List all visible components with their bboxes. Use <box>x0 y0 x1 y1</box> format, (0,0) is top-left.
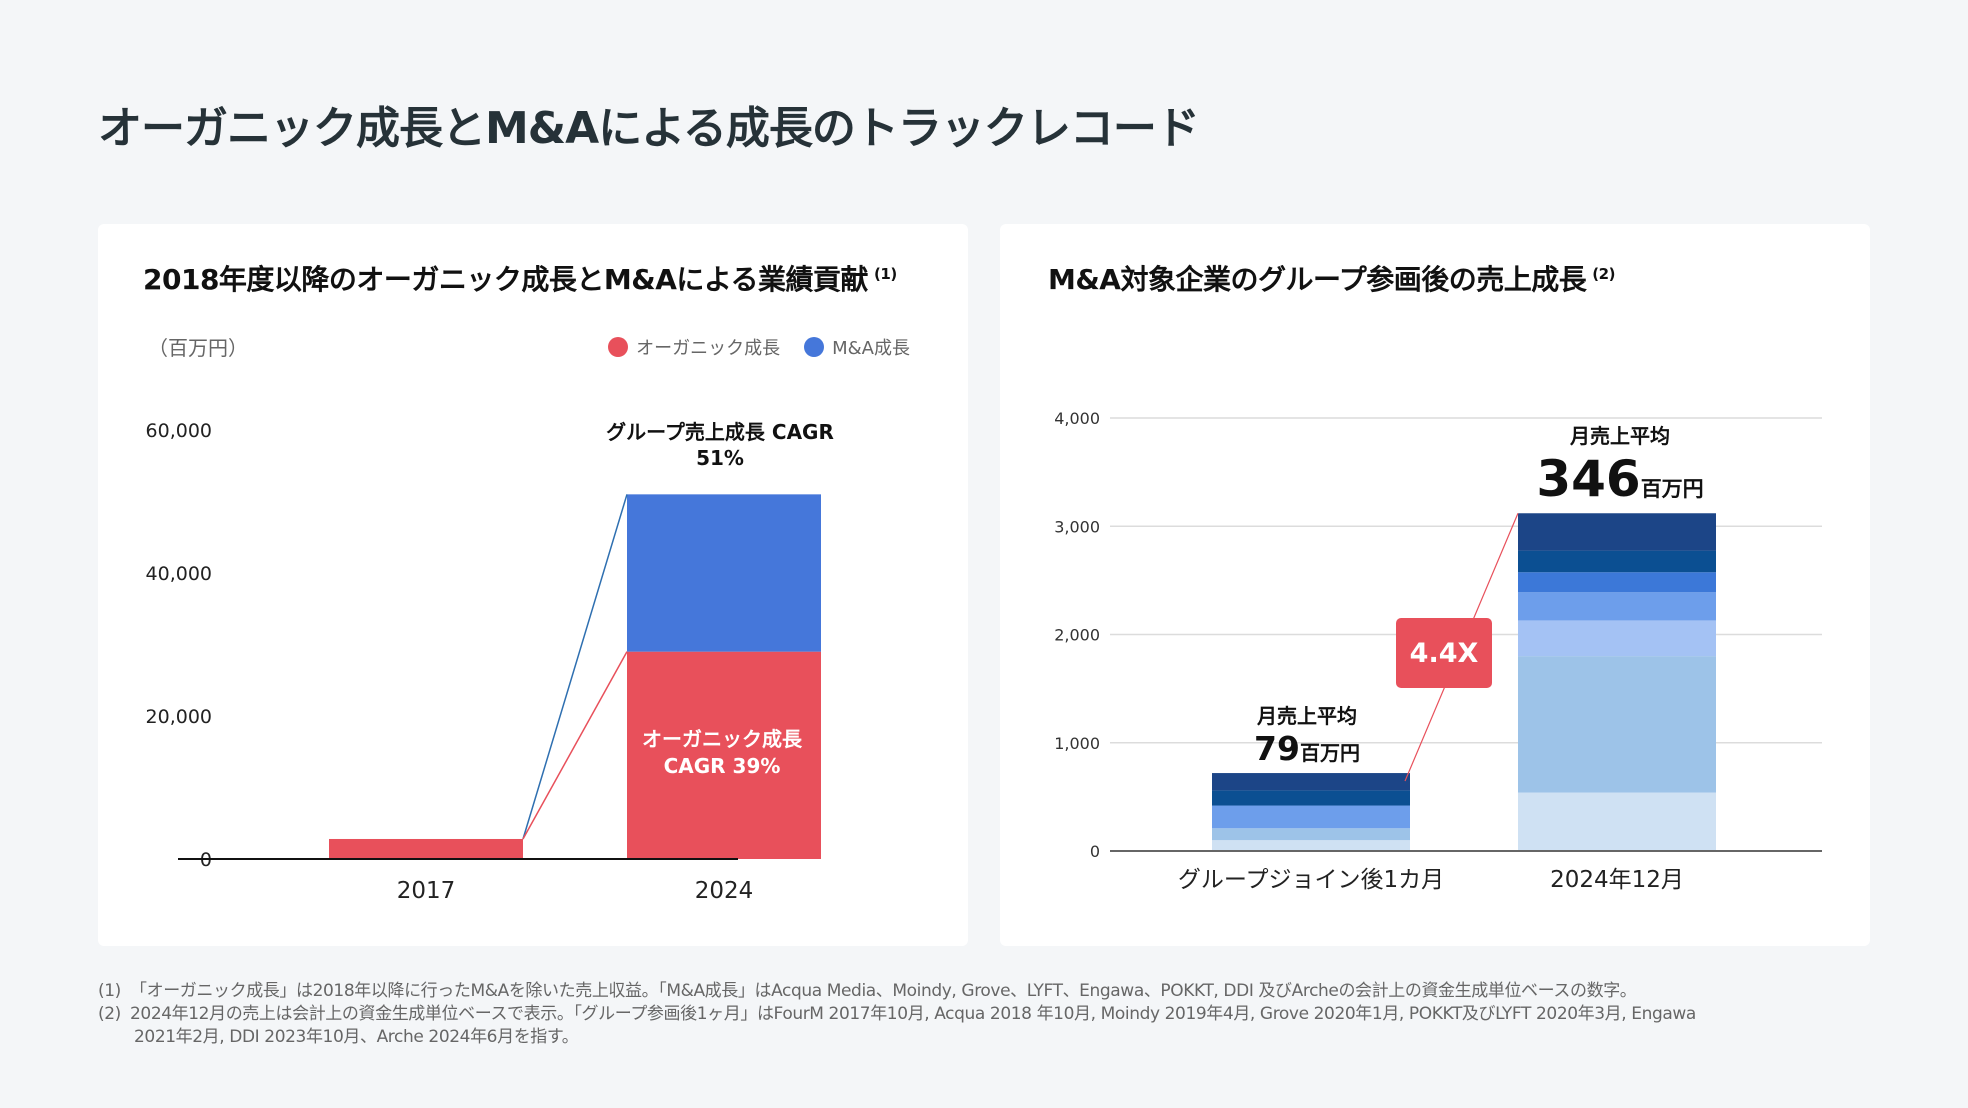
x-tick-label: 2024 <box>695 878 754 904</box>
legend-item-ma: M&A成長 <box>804 334 910 360</box>
bar-segment-layer-4 <box>1212 805 1410 829</box>
footnote-2: (2) 2024年12月の売上は会計上の資金生成単位ベースで表示。「グループ参画… <box>98 1003 1888 1026</box>
bar2-avg-label: 月売上平均 <box>1569 424 1670 448</box>
footnote-1: (1) 「オーガニック成長」は2018年以降に行ったM&Aを除いた売上収益。「M… <box>98 980 1888 1003</box>
bar-segment-layer-6 <box>1212 790 1410 806</box>
organic-cagr-value: CAGR 39% <box>664 754 781 778</box>
y-tick-label: 3,000 <box>1054 517 1100 536</box>
x-tick-label: グループジョイン後1カ月 <box>1178 867 1444 893</box>
organic-ma-card: 2018年度以降のオーガニック成長とM&Aによる業績貢献 (1) （百万円） オー… <box>98 224 968 946</box>
footnotes: (1) 「オーガニック成長」は2018年以降に行ったM&Aを除いた売上収益。「M… <box>98 980 1888 1049</box>
bar-organic-2024 <box>627 651 821 859</box>
bar1-value-unit: 百万円 <box>1300 741 1360 765</box>
unit-label: （百万円） <box>148 336 248 360</box>
bar1-avg-label: 月売上平均 <box>1256 704 1357 728</box>
bar2-value-unit: 百万円 <box>1641 477 1704 501</box>
bar-segment-layer-1 <box>1212 840 1410 851</box>
connector-organic-line <box>522 651 628 840</box>
bar-segment-layer-7 <box>1212 773 1410 791</box>
bar-organic-2017 <box>329 838 523 859</box>
y-tick-label: 40,000 <box>146 563 212 585</box>
bar-segment-layer-6 <box>1518 550 1716 573</box>
legend-label-organic: オーガニック成長 <box>636 338 781 359</box>
bar-segment-layer-5 <box>1518 572 1716 593</box>
footnote-1-num: (1) <box>98 981 121 1001</box>
chart-legend: オーガニック成長 M&A成長 <box>608 334 910 360</box>
x-tick-label: 2024年12月 <box>1550 867 1684 893</box>
growth-multiple-badge <box>1396 618 1492 688</box>
right-card-title-text: M&A対象企業のグループ参画後の売上成長 <box>1048 263 1587 296</box>
legend-dot-ma <box>804 337 825 357</box>
legend-item-organic: オーガニック成長 <box>608 334 780 360</box>
bar-segment-layer-7 <box>1518 513 1716 551</box>
x-tick-label: 2017 <box>397 878 456 904</box>
legend-dot-organic <box>608 337 629 357</box>
y-tick-label: 20,000 <box>146 706 212 728</box>
bar-segment-layer-1 <box>1518 792 1716 851</box>
footnote-2-num: (2) <box>98 1004 121 1024</box>
page-title: オーガニック成長とM&Aによる成長のトラックレコード <box>98 103 1200 154</box>
y-tick-label: 1,000 <box>1054 734 1100 753</box>
ma-revenue-bar-chart: 0 1,000 2,000 3,000 4,000 グループジョイン後1カ月 2024年12… <box>1054 409 1822 893</box>
organic-cagr-label: オーガニック成長 <box>642 727 803 751</box>
right-card-title: M&A対象企業のグループ参画後の売上成長 (2) <box>1048 258 1615 298</box>
left-card-title: 2018年度以降のオーガニック成長とM&Aによる業績貢献 (1) <box>143 258 897 298</box>
footnote-2-text: 2024年12月の売上は会計上の資金生成単位ベースで表示。「グループ参画後1ヶ月… <box>130 1004 1696 1024</box>
bar-segment-layer-3 <box>1518 620 1716 657</box>
growth-multiple-text: 4.4X <box>1410 638 1479 669</box>
total-cagr-value: 51% <box>696 446 744 470</box>
total-cagr-label: グループ売上成長 CAGR <box>606 420 834 444</box>
footnote-1-text: 「オーガニック成長」は2018年以降に行ったM&Aを除いた売上収益。「M&A成長… <box>130 981 1637 1001</box>
left-card-title-text: 2018年度以降のオーガニック成長とM&Aによる業績貢献 <box>143 263 869 296</box>
footnote-2-continuation: 2021年2月, DDI 2023年10月、Arche 2024年6月を指す。 <box>134 1027 579 1047</box>
bar1-avg-value: 79百万円 <box>1254 729 1360 768</box>
bar2-avg-value: 346百万円 <box>1536 450 1703 508</box>
y-tick-label: 0 <box>1090 842 1100 861</box>
footnote-ref-2: (2) <box>1592 265 1615 283</box>
footnote-ref-1: (1) <box>874 265 897 283</box>
y-tick-label: 60,000 <box>146 420 212 442</box>
bar-ma-2024 <box>627 494 821 652</box>
y-tick-label: 4,000 <box>1054 409 1100 428</box>
ma-growth-card: M&A対象企業のグループ参画後の売上成長 (2) 0 1,000 2,000 3,000… <box>1000 224 1870 946</box>
connector-total-line <box>522 494 628 840</box>
bar2-value-number: 346 <box>1536 450 1640 508</box>
y-tick-label: 2,000 <box>1054 626 1100 645</box>
bar1-value-number: 79 <box>1254 729 1300 768</box>
bar-segment-layer-2 <box>1518 656 1716 793</box>
bar-segment-layer-2 <box>1212 828 1410 841</box>
bar-segment-layer-4 <box>1518 592 1716 621</box>
legend-label-ma: M&A成長 <box>832 338 910 359</box>
